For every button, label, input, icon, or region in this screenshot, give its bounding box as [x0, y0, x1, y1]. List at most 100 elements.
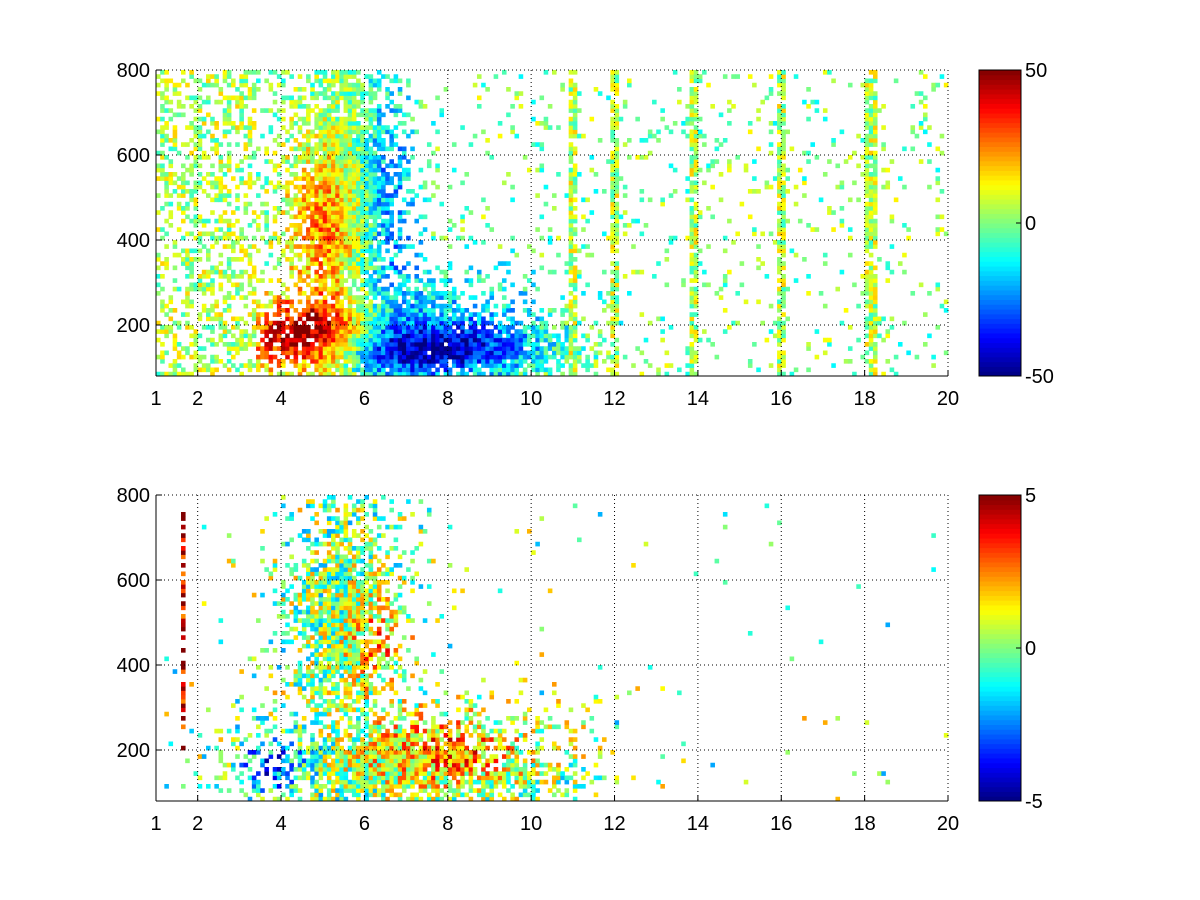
- heatmap-cell: [768, 363, 774, 368]
- heatmap-cell: [285, 95, 290, 101]
- heatmap-cell: [381, 337, 386, 343]
- heatmap-cell: [297, 665, 303, 670]
- heatmap-cell: [364, 269, 369, 275]
- heatmap-cell: [431, 320, 436, 326]
- heatmap-cell: [497, 329, 503, 334]
- heatmap-cell: [401, 121, 407, 126]
- heatmap-cell: [614, 350, 620, 356]
- heatmap-cell: [185, 189, 190, 194]
- heatmap-cell: [614, 265, 620, 271]
- heatmap-cell: [226, 150, 232, 156]
- heatmap-cell: [372, 316, 378, 322]
- heatmap-cell: [381, 286, 386, 292]
- heatmap-cell: [297, 257, 303, 262]
- heatmap-cell: [339, 184, 344, 190]
- heatmap-cell: [422, 337, 428, 343]
- heatmap-cell: [214, 218, 219, 224]
- heatmap-cell: [156, 150, 161, 156]
- heatmap-cell: [568, 150, 574, 156]
- heatmap-cell: [306, 346, 311, 351]
- heatmap-cell: [218, 176, 224, 181]
- heatmap-cell: [164, 257, 169, 262]
- heatmap-cell: [426, 354, 432, 360]
- heatmap-cell: [356, 337, 361, 343]
- heatmap-cell: [689, 278, 695, 283]
- heatmap-cell: [410, 329, 415, 334]
- heatmap-cell: [768, 329, 774, 334]
- heatmap-cell: [539, 325, 545, 330]
- heatmap-cell: [331, 359, 336, 364]
- heatmap-cell: [376, 82, 382, 88]
- heatmap-cell: [935, 227, 941, 232]
- heatmap-cell: [489, 346, 495, 351]
- heatmap-cell: [356, 342, 361, 347]
- heatmap-cell: [476, 359, 482, 364]
- heatmap-cell: [864, 235, 870, 241]
- heatmap-cell: [214, 82, 219, 88]
- heatmap-cell: [777, 278, 782, 283]
- heatmap-cell: [260, 235, 265, 241]
- heatmap-cell: [868, 150, 874, 156]
- heatmap-cell: [872, 265, 878, 271]
- heatmap-cell: [431, 278, 436, 283]
- colorbar-swatch: [979, 223, 1021, 229]
- heatmap-cell: [689, 286, 695, 292]
- heatmap-cell: [368, 74, 374, 79]
- heatmap-cell: [189, 70, 194, 75]
- heatmap-cell: [306, 133, 311, 139]
- heatmap-cell: [389, 142, 394, 147]
- heatmap-cell: [472, 371, 478, 377]
- heatmap-cell: [310, 643, 315, 649]
- heatmap-cell: [622, 231, 628, 237]
- heatmap-cell: [714, 159, 720, 164]
- heatmap-cell: [389, 223, 394, 228]
- heatmap-cell: [610, 325, 615, 330]
- heatmap-cell: [614, 337, 620, 343]
- heatmap-cell: [318, 235, 324, 241]
- heatmap-cell: [281, 771, 286, 776]
- heatmap-cell: [210, 184, 215, 190]
- heatmap-cell: [481, 363, 486, 368]
- colorbar-swatch: [979, 189, 1021, 195]
- heatmap-cell: [460, 291, 465, 296]
- heatmap-cell: [251, 788, 257, 793]
- heatmap-cell: [235, 737, 240, 742]
- heatmap-cell: [297, 223, 303, 228]
- heatmap-cell: [306, 677, 311, 683]
- heatmap-cell: [606, 320, 611, 326]
- heatmap-cell: [764, 184, 770, 190]
- heatmap-cell: [568, 235, 574, 241]
- heatmap-cell: [539, 214, 545, 220]
- heatmap-cell: [181, 261, 186, 266]
- heatmap-cell: [297, 597, 303, 602]
- heatmap-cell: [564, 269, 570, 275]
- heatmap-cell: [368, 172, 374, 177]
- heatmap-cell: [222, 771, 228, 776]
- heatmap-cell: [476, 278, 482, 283]
- y-tick-label: 800: [117, 60, 150, 82]
- heatmap-cell: [318, 265, 324, 271]
- heatmap-cell: [351, 257, 357, 262]
- heatmap-cell: [251, 750, 257, 755]
- heatmap-cell: [197, 784, 203, 789]
- heatmap-cell: [693, 125, 699, 130]
- heatmap-cell: [251, 779, 257, 785]
- heatmap-cell: [331, 286, 336, 292]
- heatmap-cell: [397, 371, 403, 377]
- heatmap-cell: [231, 269, 236, 275]
- heatmap-cell: [556, 172, 561, 177]
- heatmap-cell: [468, 342, 474, 347]
- heatmap-cell: [210, 342, 215, 347]
- heatmap-cell: [381, 180, 386, 186]
- heatmap-cell: [314, 745, 319, 751]
- heatmap-cell: [456, 325, 461, 330]
- heatmap-cell: [522, 329, 528, 334]
- colorbar-swatch: [979, 218, 1021, 224]
- heatmap-cell: [439, 337, 445, 343]
- heatmap-cell: [439, 333, 445, 339]
- heatmap-cell: [568, 91, 574, 96]
- heatmap-cell: [356, 180, 361, 186]
- heatmap-cell: [310, 184, 315, 190]
- heatmap-cell: [260, 325, 265, 330]
- heatmap-cell: [335, 303, 340, 309]
